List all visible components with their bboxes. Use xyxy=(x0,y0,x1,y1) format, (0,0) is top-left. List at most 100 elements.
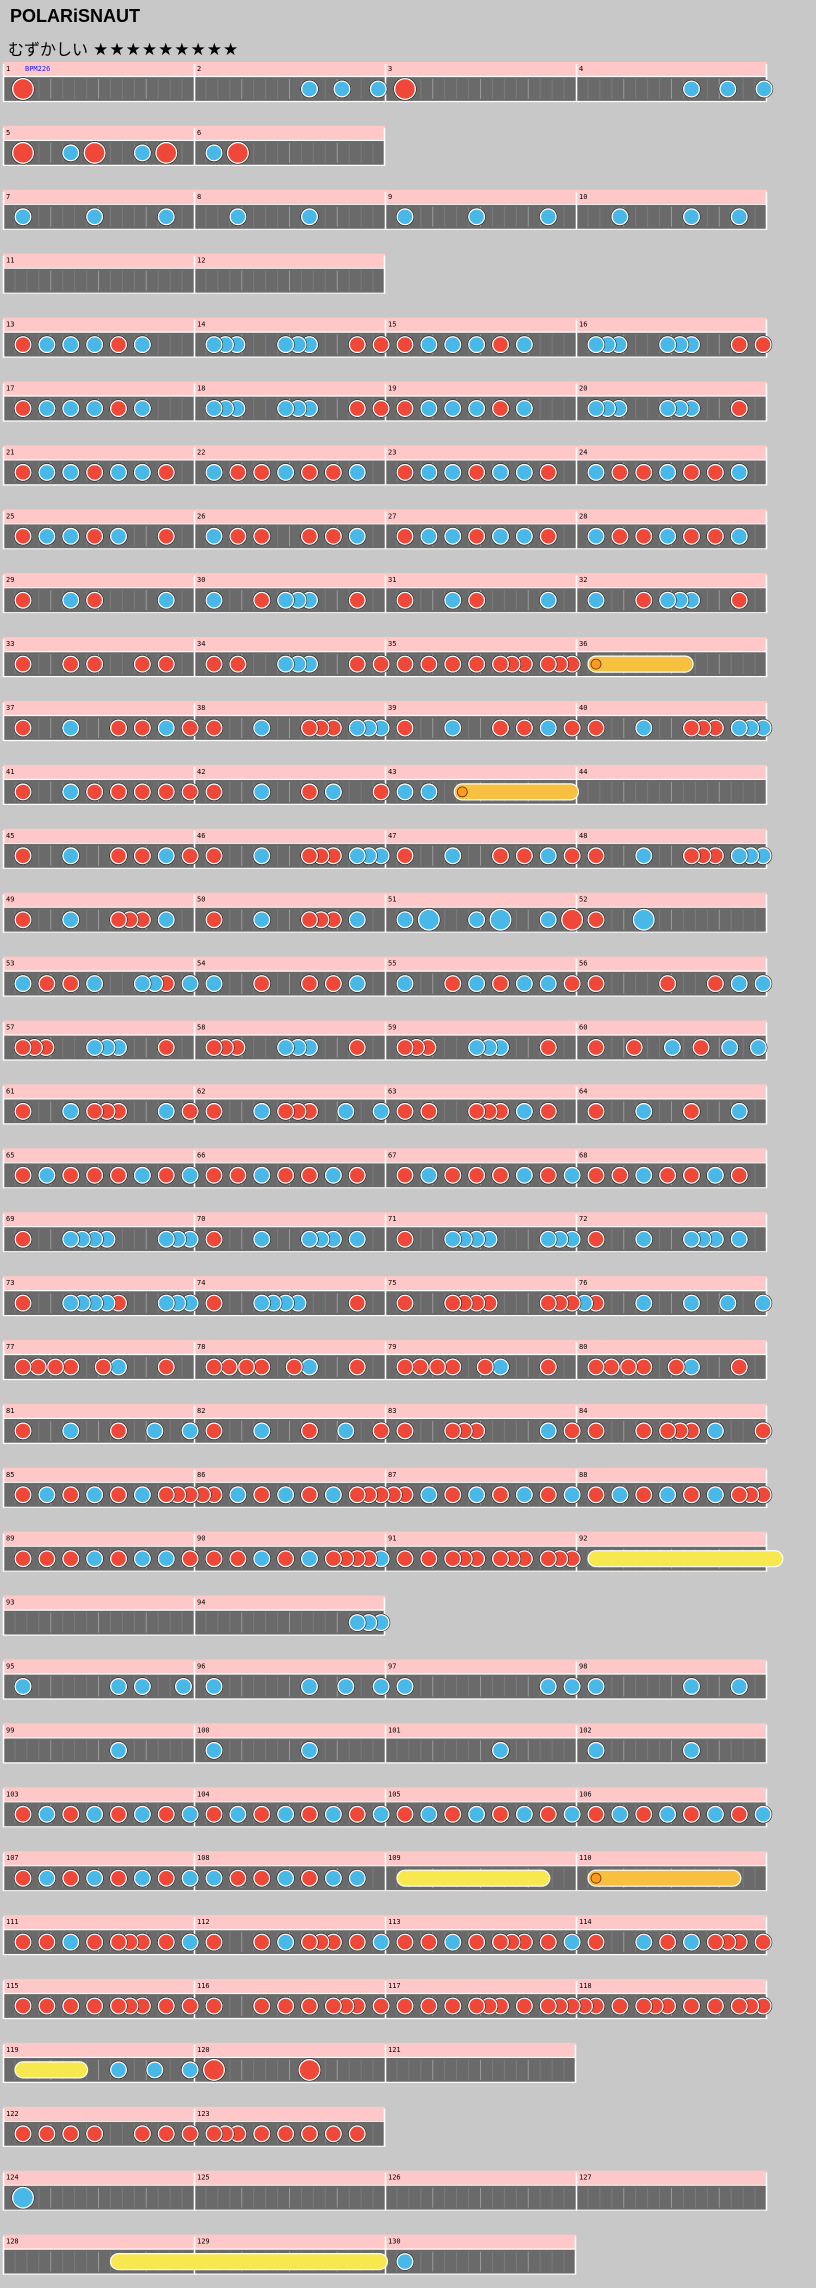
ka-note xyxy=(348,910,367,929)
note-outline xyxy=(539,654,558,674)
note-outline xyxy=(586,1741,606,1760)
note-outline xyxy=(348,335,367,354)
note-outline xyxy=(586,1230,606,1249)
don-note xyxy=(706,527,725,546)
ka-note xyxy=(300,1549,319,1568)
note-outline xyxy=(443,1805,462,1824)
ka-note xyxy=(61,1422,80,1440)
don-note xyxy=(587,1038,605,1057)
note-outline xyxy=(37,463,56,482)
don-note xyxy=(619,1358,638,1376)
note-outline xyxy=(13,1293,33,1313)
ka-note xyxy=(587,399,605,418)
note-outline xyxy=(348,1357,367,1377)
note-outline xyxy=(730,463,749,482)
don-note xyxy=(682,1102,701,1121)
don-note xyxy=(730,1358,749,1376)
note-outline xyxy=(348,846,367,865)
don-note xyxy=(491,1486,510,1504)
note-outline xyxy=(730,1102,749,1121)
measure-number: 108 xyxy=(197,1854,210,1862)
big-don-note xyxy=(83,141,106,165)
ka-note xyxy=(38,1805,56,1824)
note-outline xyxy=(181,1166,200,1185)
don-note xyxy=(443,1422,462,1440)
don-note xyxy=(539,1805,558,1824)
ka-note xyxy=(420,463,438,482)
ka-note xyxy=(61,335,80,354)
ka-note xyxy=(38,463,56,482)
ka-note xyxy=(730,1677,749,1696)
note-outline xyxy=(13,1038,33,1057)
ka-note xyxy=(706,1805,725,1824)
don-note xyxy=(109,1422,128,1440)
note-outline xyxy=(393,77,417,101)
note-outline xyxy=(204,782,224,802)
drumroll-note xyxy=(453,783,580,801)
don-note xyxy=(157,527,176,546)
don-note xyxy=(252,527,271,546)
don-note xyxy=(539,1486,558,1504)
note-outline xyxy=(276,463,295,482)
note-outline xyxy=(682,718,701,738)
don-note xyxy=(157,655,176,673)
note-outline xyxy=(109,463,128,482)
note-outline xyxy=(181,974,200,993)
note-outline xyxy=(682,1166,701,1185)
measure-number: 4 xyxy=(579,65,583,73)
note-outline xyxy=(324,1549,343,1568)
don-note xyxy=(205,1294,223,1312)
ka-note xyxy=(324,1166,343,1185)
note-outline xyxy=(204,910,224,929)
ka-note xyxy=(252,1102,271,1121)
note-outline xyxy=(634,1293,653,1313)
ka-note xyxy=(252,910,271,929)
note-outline xyxy=(586,974,606,993)
note-outline xyxy=(157,591,176,610)
note-outline xyxy=(228,1485,247,1504)
don-note xyxy=(109,910,128,929)
note-outline xyxy=(300,463,319,482)
big-don-note xyxy=(11,141,35,165)
note-outline xyxy=(515,1102,534,1121)
ka-note xyxy=(634,1230,653,1248)
ka-note xyxy=(658,591,677,610)
ka-note xyxy=(682,1294,701,1312)
note-outline xyxy=(586,591,606,610)
note-outline xyxy=(252,1996,271,2016)
don-note xyxy=(396,591,414,610)
don-note xyxy=(109,399,128,418)
measure-number: 117 xyxy=(388,1982,401,1990)
note-outline xyxy=(395,399,415,418)
note-outline xyxy=(658,1166,677,1185)
don-note xyxy=(205,2125,223,2143)
note-outline xyxy=(204,2124,224,2143)
note-outline xyxy=(276,591,295,610)
ka-note xyxy=(252,1230,271,1248)
note-outline xyxy=(539,1357,558,1377)
note-outline xyxy=(37,1805,56,1824)
note-outline xyxy=(491,399,510,418)
don-note xyxy=(563,719,581,737)
note-outline xyxy=(443,1932,462,1952)
note-outline xyxy=(706,527,725,546)
note-outline xyxy=(682,1293,701,1313)
measure-number: 98 xyxy=(579,1663,587,1671)
note-outline xyxy=(658,1421,677,1440)
note-outline xyxy=(634,1996,653,2016)
don-note xyxy=(109,1933,128,1951)
note-outline xyxy=(61,463,80,482)
don-note xyxy=(38,1933,56,1951)
ka-note xyxy=(420,1166,438,1185)
don-note xyxy=(229,1166,247,1185)
note-outline xyxy=(85,1102,104,1121)
ka-note xyxy=(145,2061,164,2079)
note-outline xyxy=(372,399,391,418)
ka-note xyxy=(336,1102,355,1121)
note-outline xyxy=(324,2124,343,2143)
don-note xyxy=(85,463,104,482)
measure-number: 92 xyxy=(579,1535,587,1543)
big-don-note xyxy=(560,908,584,932)
measure-number: 76 xyxy=(579,1279,587,1287)
